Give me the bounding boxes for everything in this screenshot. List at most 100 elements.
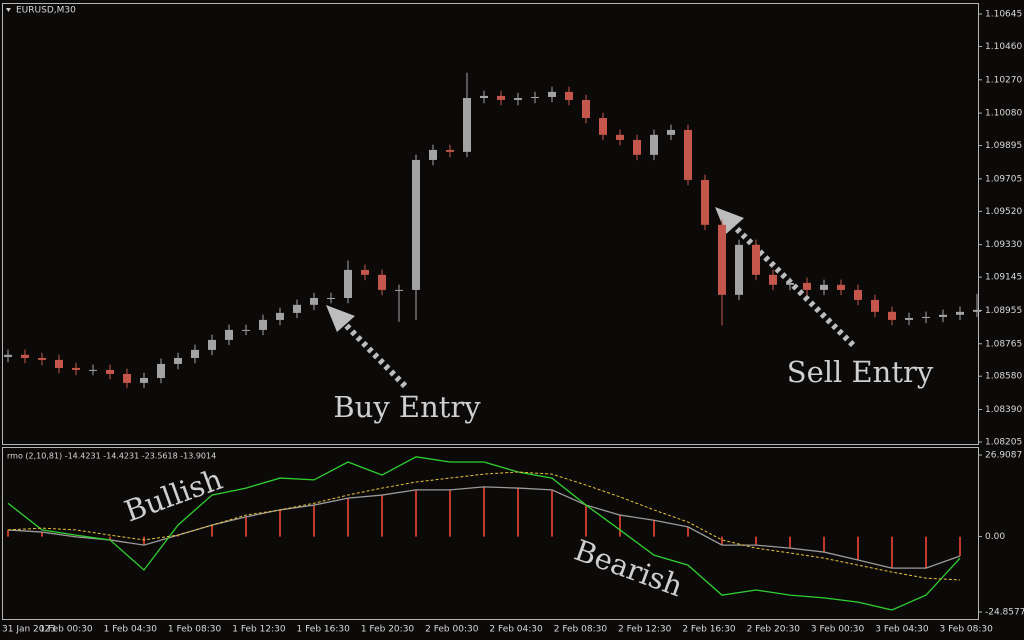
x-tick-label: 2 Feb 00:30 — [425, 625, 479, 635]
y-tick-label: 26.9087 — [985, 451, 1022, 461]
x-tick-label: 2 Feb 20:30 — [747, 625, 801, 635]
x-tick-label: 2 Feb 16:30 — [682, 625, 736, 635]
candle-body — [276, 312, 284, 320]
menu-icon[interactable] — [6, 8, 11, 12]
x-tick-label: 1 Feb 00:30 — [39, 625, 93, 635]
candle-body — [922, 316, 930, 318]
candle-body — [480, 95, 488, 99]
candle-body — [378, 274, 386, 290]
candle-body — [599, 118, 607, 135]
candle-body — [225, 329, 233, 340]
x-tick-label: 2 Feb 04:30 — [489, 625, 543, 635]
symbol-title: EURUSD,M30 — [16, 6, 76, 16]
x-tick-label: 1 Feb 08:30 — [168, 625, 222, 635]
y-tick-label: 1.08580 — [985, 372, 1022, 382]
candle-body — [582, 99, 590, 119]
candle-body — [803, 282, 811, 290]
candle-body — [548, 91, 556, 97]
candle-body — [973, 309, 981, 312]
candle-body — [395, 289, 403, 291]
x-tick-label: 1 Feb 16:30 — [297, 625, 351, 635]
x-tick-label: 2 Feb 08:30 — [554, 625, 608, 635]
candle-body — [174, 357, 182, 364]
x-tick-label: 3 Feb 00:30 — [811, 625, 865, 635]
y-tick-label: 1.08765 — [985, 339, 1022, 349]
indicator-title: rmo (2,10,81) -14.4231 -14.4231 -23.5618… — [7, 452, 216, 461]
x-tick-label: 3 Feb 08:30 — [940, 625, 994, 635]
candle-body — [786, 282, 794, 285]
y-tick-label: 1.09895 — [985, 141, 1022, 151]
candle-body — [72, 367, 80, 370]
candle-body — [667, 129, 675, 135]
candle-body — [633, 139, 641, 155]
y-tick-label: 1.09145 — [985, 273, 1022, 283]
x-tick-label: 1 Feb 04:30 — [104, 625, 158, 635]
candle-body — [514, 98, 522, 100]
candle-body — [21, 354, 29, 358]
candle-body — [616, 134, 624, 140]
y-tick-label: 1.09330 — [985, 240, 1022, 250]
candle-body — [888, 311, 896, 320]
x-tick-label: 2 Feb 12:30 — [618, 625, 672, 635]
candle-body — [650, 134, 658, 155]
indicator-line — [7, 486, 961, 569]
candle-body — [565, 91, 573, 100]
buy-arrow-head — [326, 305, 355, 332]
y-tick-label: 1.08955 — [985, 306, 1022, 316]
y-tick-label: 1.08205 — [985, 438, 1022, 448]
candle-body — [820, 284, 828, 290]
y-tick-label: 0.00 — [985, 532, 1005, 542]
candle-body — [497, 95, 505, 100]
x-tick-label: 31 Jan 2023 — [2, 625, 56, 635]
buy-arrow — [340, 319, 408, 389]
y-tick-label: -24.8577 — [985, 608, 1024, 618]
candle-body — [701, 179, 709, 225]
candle-body — [123, 373, 131, 383]
sell-arrow-head — [715, 207, 744, 234]
candle-body — [89, 369, 97, 371]
candle-body — [157, 363, 165, 378]
candle-body — [735, 244, 743, 295]
candle-body — [191, 349, 199, 358]
candle-body — [55, 359, 63, 368]
candle-body — [871, 299, 879, 312]
candle-body — [446, 149, 454, 152]
candle-body — [344, 269, 352, 298]
candle-body — [752, 244, 760, 275]
annotation: Buy Entry — [333, 390, 481, 424]
candle-body — [4, 354, 12, 357]
y-tick-label: 1.10270 — [985, 75, 1022, 85]
candle-body — [38, 357, 46, 360]
candle-body — [429, 149, 437, 160]
candle-body — [106, 369, 114, 374]
x-tick-label: 3 Feb 04:30 — [875, 625, 929, 635]
candle-body — [361, 269, 369, 275]
y-tick-label: 1.10645 — [985, 10, 1022, 20]
indicator-frame — [2, 447, 979, 620]
candle-body — [327, 297, 335, 299]
arrows — [340, 221, 856, 389]
candle-body — [684, 129, 692, 180]
candle-body — [905, 317, 913, 320]
candle-body — [310, 297, 318, 305]
y-tick-label: 1.10080 — [985, 109, 1022, 119]
y-tick-label: 1.09520 — [985, 207, 1022, 217]
candle-body — [412, 159, 420, 290]
candle-body — [956, 311, 964, 315]
candle-body — [140, 377, 148, 383]
annotation: Sell Entry — [787, 355, 934, 389]
y-tick-label: 1.08390 — [985, 405, 1022, 415]
candle-body — [463, 98, 471, 152]
candle-body — [208, 339, 216, 350]
x-tick-label: 1 Feb 20:30 — [361, 625, 415, 635]
candle-body — [769, 274, 777, 285]
candle-body — [531, 96, 539, 99]
y-tick-label: 1.10460 — [985, 42, 1022, 52]
candle-body — [939, 314, 947, 317]
candle-body — [293, 304, 301, 313]
indicator-line — [7, 471, 961, 581]
x-tick-label: 1 Feb 12:30 — [232, 625, 286, 635]
candle-body — [259, 319, 267, 330]
